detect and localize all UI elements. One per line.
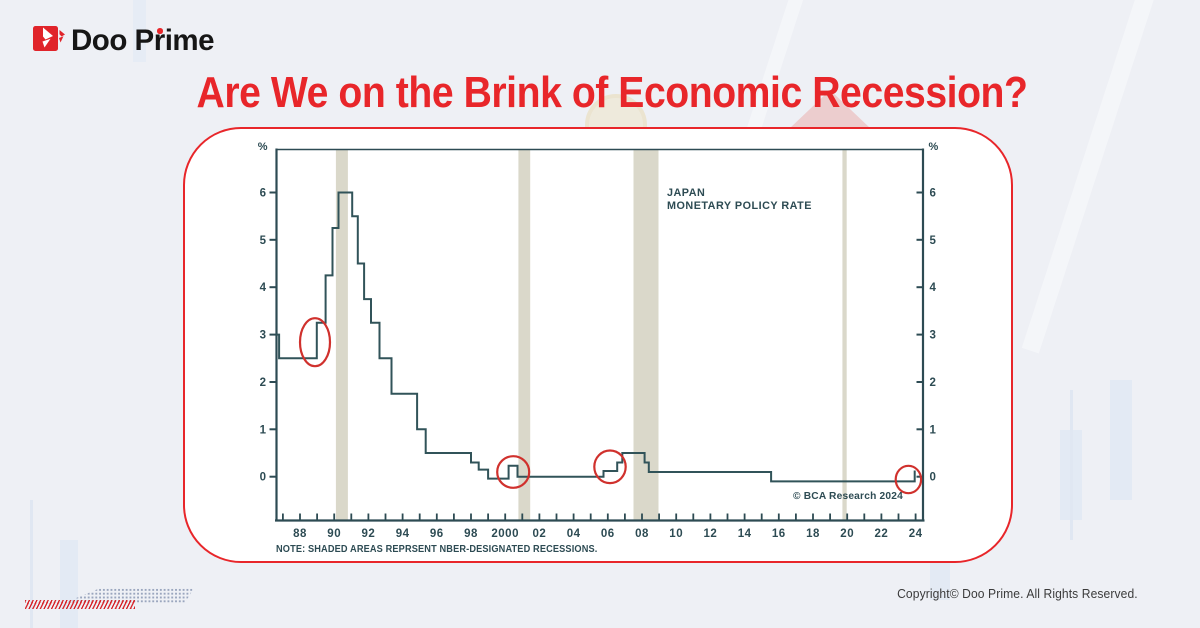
highlight-circles bbox=[298, 317, 923, 495]
svg-text:2000: 2000 bbox=[491, 528, 519, 540]
svg-text:88: 88 bbox=[293, 528, 307, 540]
svg-text:4: 4 bbox=[930, 282, 937, 294]
chart-note: NOTE: SHADED AREAS REPRSENT NBER-DESIGNA… bbox=[276, 544, 598, 555]
svg-text:1: 1 bbox=[260, 424, 267, 436]
svg-text:24: 24 bbox=[909, 528, 923, 540]
svg-text:12: 12 bbox=[704, 528, 718, 540]
page-title: Are We on the Brink of Economic Recessio… bbox=[196, 69, 1028, 117]
svg-text:96: 96 bbox=[430, 528, 444, 540]
source-credit: © BCA Research 2024 bbox=[792, 491, 903, 502]
svg-text:4: 4 bbox=[260, 282, 267, 294]
chart-card bbox=[183, 127, 1013, 563]
hatch-decoration bbox=[25, 600, 135, 609]
svg-text:92: 92 bbox=[362, 528, 376, 540]
dots-decoration bbox=[64, 588, 194, 603]
logo-text: Doo Prime bbox=[71, 24, 215, 57]
svg-text:20: 20 bbox=[840, 528, 854, 540]
bg-candlestick-wick bbox=[30, 500, 33, 628]
bg-candlestick bbox=[133, 0, 146, 62]
svg-text:5: 5 bbox=[260, 235, 267, 247]
svg-text:6: 6 bbox=[930, 187, 936, 199]
svg-text:1: 1 bbox=[930, 424, 937, 436]
doo-prime-logo: Doo Prime bbox=[33, 24, 215, 57]
bg-candlestick bbox=[1110, 380, 1132, 500]
svg-text:04: 04 bbox=[567, 528, 581, 540]
svg-text:08: 08 bbox=[635, 528, 649, 540]
svg-text:14: 14 bbox=[738, 528, 752, 540]
bg-candlestick-wick bbox=[1070, 390, 1073, 540]
svg-text:18: 18 bbox=[806, 528, 820, 540]
svg-text:6: 6 bbox=[260, 187, 266, 199]
svg-text:22: 22 bbox=[875, 528, 889, 540]
rate-line bbox=[276, 191, 916, 483]
svg-text:3: 3 bbox=[260, 330, 266, 342]
svg-text:98: 98 bbox=[464, 528, 478, 540]
y-axis: 0 0 1 1 2 2 3 3 4 4 5 5 6 6%% bbox=[258, 141, 939, 484]
svg-text:94: 94 bbox=[396, 528, 410, 540]
svg-text:5: 5 bbox=[930, 235, 937, 247]
logo-i-dot bbox=[157, 28, 163, 34]
svg-text:2: 2 bbox=[260, 377, 266, 389]
axes bbox=[275, 148, 925, 522]
x-axis: 88 90 92 94 96 98 2000 02 04 06 08 10 12 14 16 18 20 22 24 bbox=[281, 513, 923, 540]
svg-text:02: 02 bbox=[533, 528, 547, 540]
svg-text:2: 2 bbox=[930, 377, 936, 389]
copyright-text: Copyright© Doo Prime. All Rights Reserve… bbox=[897, 586, 1138, 601]
svg-text:0: 0 bbox=[260, 472, 266, 484]
svg-text:%: % bbox=[258, 141, 268, 153]
svg-text:%: % bbox=[929, 141, 939, 153]
bg-triangle bbox=[790, 90, 870, 128]
svg-text:0: 0 bbox=[930, 472, 936, 484]
svg-text:16: 16 bbox=[772, 528, 786, 540]
svg-text:06: 06 bbox=[601, 528, 615, 540]
svg-text:90: 90 bbox=[327, 528, 341, 540]
chart-title: JAPAN MONETARY POLICY RATE bbox=[667, 187, 812, 212]
doo-prime-logo-icon bbox=[33, 26, 68, 53]
svg-text:10: 10 bbox=[669, 528, 683, 540]
recession-bands bbox=[335, 149, 847, 521]
svg-text:3: 3 bbox=[930, 330, 936, 342]
